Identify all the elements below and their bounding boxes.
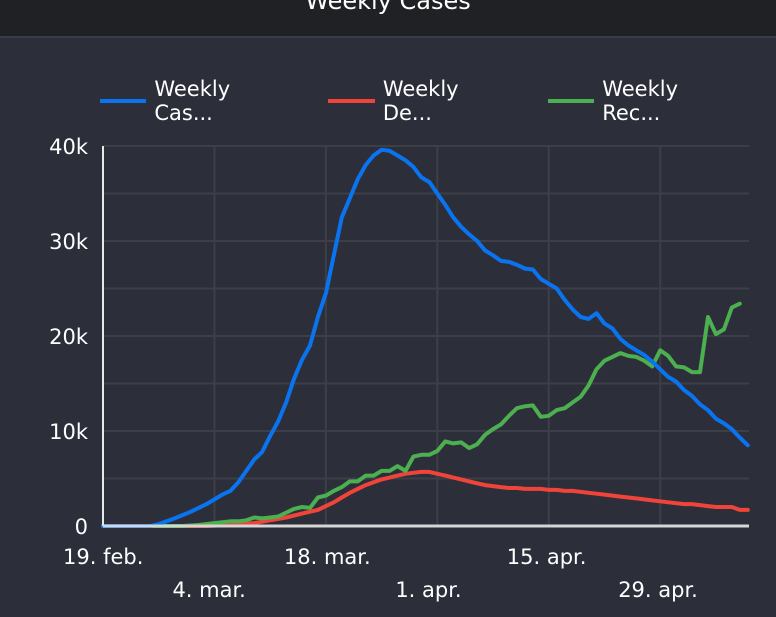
x-tick-label: 15. apr. — [507, 545, 587, 569]
legend-label-cases: Weekly Cas... — [154, 77, 231, 125]
legend-item-cases[interactable]: Weekly Cas... — [100, 77, 290, 125]
chart-title: Weekly Cases — [305, 0, 471, 15]
x-tick-label: 1. apr. — [395, 578, 461, 602]
title-bar: Weekly Cases — [0, 0, 776, 38]
y-tick-label: 10k — [49, 420, 89, 444]
legend-swatch-deaths — [328, 99, 375, 103]
series-line-cases — [101, 147, 750, 528]
legend-label-recovered: Weekly Rec... — [602, 77, 678, 125]
y-axis-ticks: 0 10k 20k 30k 40k — [49, 135, 89, 539]
legend-label-deaths: Weekly De... — [382, 77, 459, 125]
legend-swatch-cases — [100, 99, 147, 103]
legend-swatch-recovered — [547, 99, 595, 103]
y-tick-label: 20k — [49, 325, 89, 349]
series-lines — [101, 147, 750, 528]
series-line-recovered — [101, 301, 742, 528]
gridlines — [103, 145, 749, 526]
x-tick-label: 18. mar. — [284, 545, 371, 569]
y-tick-label: 0 — [75, 515, 88, 539]
x-tick-label: 19. feb. — [63, 545, 143, 569]
legend-item-recovered[interactable]: Weekly Rec... — [547, 77, 738, 125]
x-tick-label: 29. apr. — [618, 578, 698, 602]
series-line-deaths — [101, 469, 750, 528]
legend-item-deaths[interactable]: Weekly De... — [328, 77, 509, 125]
legend: Weekly Cas... Weekly De... Weekly Rec... — [100, 77, 776, 125]
y-tick-label: 40k — [49, 135, 89, 159]
y-tick-label: 30k — [49, 230, 89, 254]
x-tick-label: 4. mar. — [172, 578, 245, 602]
x-axis-ticks: 19. feb. 4. mar. 18. mar. 1. apr. 15. apr. 29… — [63, 545, 698, 602]
